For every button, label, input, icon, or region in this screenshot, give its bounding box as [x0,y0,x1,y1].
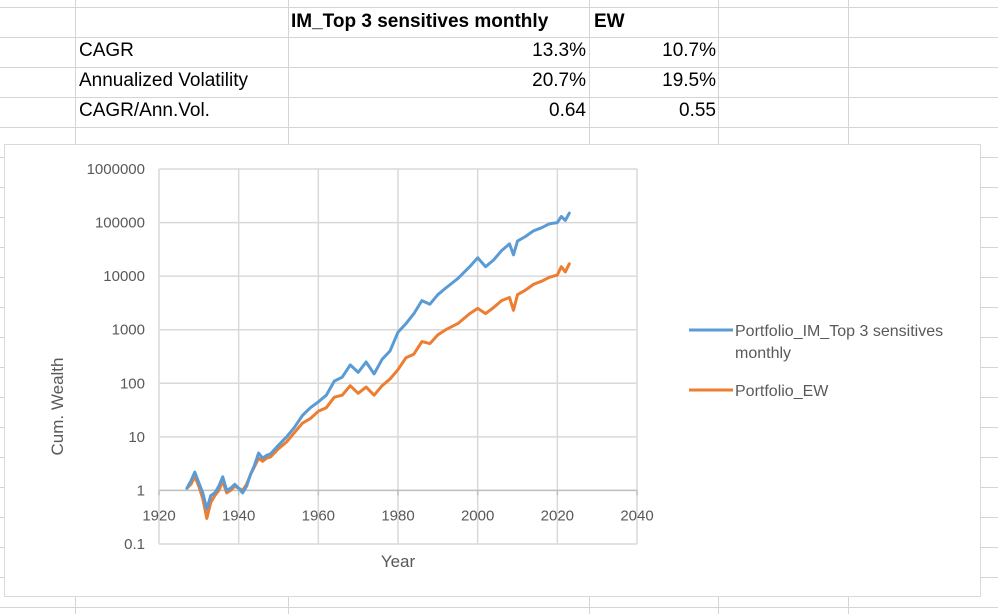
x-axis-ticks: 1920 1940 1960 1980 2000 2020 2040 [142,507,653,524]
y-tick-label: 0.1 [124,536,145,553]
plot-gridlines [158,168,638,545]
y-tick-label: 10 [128,429,145,446]
table-row-label-cagr[interactable]: CAGR [79,40,134,61]
table-row-label-volatility[interactable]: Annualized Volatility [79,70,248,91]
x-tick-label: 2040 [620,507,653,524]
line-chart: 0.1 1 10 100 1000 10000 100000 1000000 1920 1940… [48,161,943,571]
series-line-ew [185,262,571,520]
legend: Portfolio_IM_Top 3 sensitives monthly Port… [689,323,943,400]
table-cell-cagr-im[interactable]: 13.3% [532,40,586,61]
x-tick-label: 2020 [541,507,574,524]
series-lines [185,211,571,520]
series-line-im-top3 [185,211,571,511]
chart-panel[interactable]: 0.1 1 10 100 1000 10000 100000 1000000 1920 1940… [4,144,981,597]
table-cell-ratio-ew[interactable]: 0.55 [679,100,716,121]
x-tick-label: 2000 [461,507,494,524]
x-axis-title: Year [381,552,416,571]
table-cell-ratio-im[interactable]: 0.64 [549,100,586,121]
table-header-im[interactable]: IM_Top 3 sensitives monthly [291,11,549,32]
x-tick-label: 1980 [381,507,414,524]
y-axis-ticks: 0.1 1 10 100 1000 10000 100000 1000000 [87,161,145,553]
y-tick-label: 1 [137,482,145,499]
legend-label-im: Portfolio_IM_Top 3 sensitives monthly [735,323,943,362]
y-tick-label: 100 [120,375,145,392]
table-cell-volatility-im[interactable]: 20.7% [532,70,586,91]
table-cell-cagr-ew[interactable]: 10.7% [662,40,716,61]
x-tick-label: 1960 [302,507,335,524]
x-tick-label: 1940 [222,507,255,524]
y-tick-label: 1000 [112,322,145,339]
y-tick-label: 10000 [103,268,145,285]
table-header-ew[interactable]: EW [594,11,625,32]
legend-label-ew: Portfolio_EW [735,383,829,400]
y-tick-label: 100000 [95,215,145,232]
table-row-label-ratio[interactable]: CAGR/Ann.Vol. [79,100,210,121]
x-tick-label: 1920 [142,507,175,524]
table-cell-volatility-ew[interactable]: 19.5% [662,70,716,91]
y-axis-title: Cum. Wealth [48,358,67,456]
y-tick-label: 1000000 [87,161,145,178]
